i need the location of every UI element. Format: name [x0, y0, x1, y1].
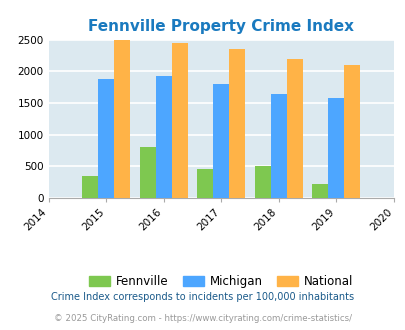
Bar — [328, 98, 343, 198]
Title: Fennville Property Crime Index: Fennville Property Crime Index — [88, 19, 354, 34]
Bar — [98, 79, 114, 198]
Text: © 2025 CityRating.com - https://www.cityrating.com/crime-statistics/: © 2025 CityRating.com - https://www.city… — [54, 314, 351, 323]
Bar — [229, 49, 245, 198]
Legend: Fennville, Michigan, National: Fennville, Michigan, National — [84, 270, 358, 293]
Bar — [171, 43, 188, 198]
Bar — [254, 166, 270, 198]
Bar — [270, 94, 286, 198]
Bar — [197, 170, 213, 198]
Bar — [311, 184, 328, 198]
Bar — [82, 176, 98, 198]
Bar — [286, 59, 302, 198]
Bar — [156, 76, 171, 198]
Bar — [139, 147, 156, 198]
Text: Crime Index corresponds to incidents per 100,000 inhabitants: Crime Index corresponds to incidents per… — [51, 292, 354, 302]
Bar — [114, 40, 130, 198]
Bar — [213, 84, 229, 198]
Bar — [343, 65, 360, 198]
